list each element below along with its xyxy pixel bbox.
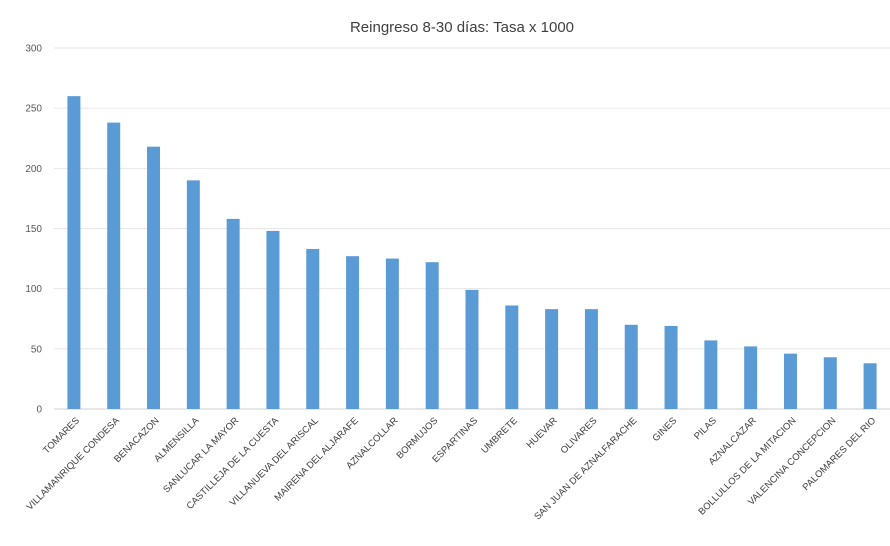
bar: [186, 180, 200, 409]
bar: [385, 258, 399, 409]
y-tick-label: 100: [25, 284, 42, 295]
bar: [823, 357, 837, 409]
x-tick-label: HUEVAR: [524, 415, 559, 450]
bar: [744, 346, 758, 409]
bar: [107, 122, 121, 410]
x-tick-label: UMBRETE: [479, 415, 520, 456]
y-tick-label: 300: [25, 44, 42, 55]
bar: [147, 146, 161, 409]
x-tick-label: PILAS: [692, 415, 719, 442]
bar: [306, 248, 320, 409]
x-tick-label: TOMARES: [41, 415, 82, 456]
bar: [624, 324, 638, 409]
bar: [465, 289, 479, 409]
y-tick-label: 250: [25, 104, 42, 115]
x-tick-label: OLIVARES: [559, 415, 600, 456]
y-axis-tick-labels: 0 50 100 150 200 250 300: [25, 44, 42, 416]
bar: [545, 309, 559, 409]
x-tick-label: SANLUCAR LA MAYOR: [161, 415, 241, 495]
x-tick-label: GINES: [650, 415, 679, 444]
bar: [783, 353, 797, 409]
bar: [346, 256, 360, 409]
bar: [226, 218, 240, 409]
x-tick-label: PALOMARES DEL RIO: [801, 415, 879, 493]
bar: [266, 230, 280, 409]
y-tick-label: 50: [31, 344, 43, 355]
bar: [664, 325, 678, 409]
bar: [863, 363, 877, 409]
bars: [67, 96, 877, 410]
y-tick-label: 150: [25, 224, 42, 235]
chart-title: Reingreso 8-30 días: Tasa x 1000: [350, 19, 574, 36]
y-tick-label: 200: [25, 164, 42, 175]
bar: [67, 96, 81, 409]
bar: [584, 309, 598, 409]
bar: [704, 340, 718, 409]
bar: [505, 305, 519, 409]
bar: [425, 262, 439, 409]
y-tick-label: 0: [36, 405, 42, 416]
